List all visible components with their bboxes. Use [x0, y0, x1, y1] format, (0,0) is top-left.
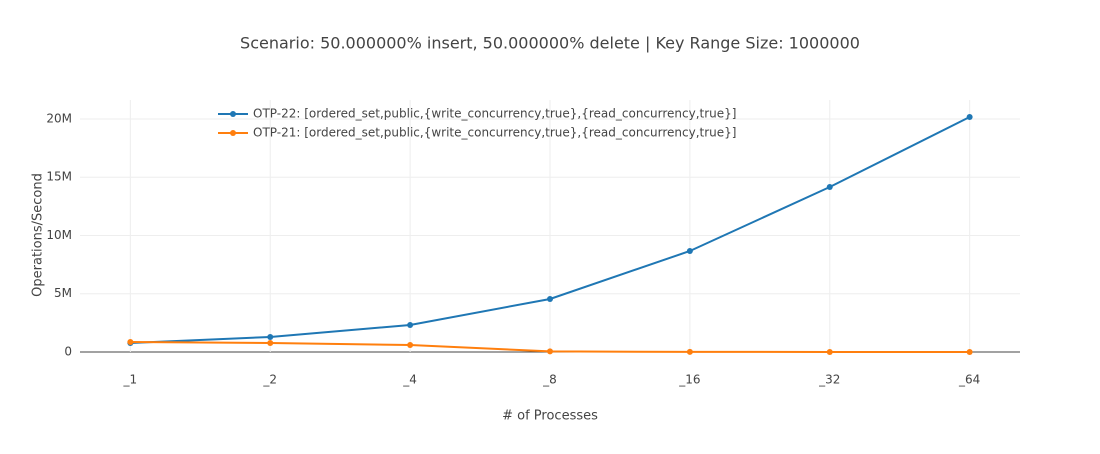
marker: [267, 333, 274, 340]
x-axis-label: # of Processes: [502, 409, 598, 424]
marker: [686, 348, 693, 355]
marker: [826, 184, 833, 191]
chart-title: Scenario: 50.000000% insert, 50.000000% …: [240, 34, 860, 53]
x-tick-label: _64: [958, 373, 980, 387]
marker: [686, 247, 693, 254]
marker: [966, 114, 973, 121]
marker: [547, 295, 553, 302]
y-tick-label: 5M: [54, 286, 72, 300]
legend-label: OTP-21: [ordered_set,public,{write_concu…: [253, 126, 736, 140]
x-tick-label: _32: [818, 373, 840, 387]
x-tick-label: _2: [262, 373, 277, 387]
legend-marker: [230, 111, 236, 117]
marker: [407, 321, 414, 328]
marker: [826, 348, 833, 355]
x-tick-label: _1: [123, 373, 138, 387]
x-tick-label: _16: [678, 373, 700, 387]
y-axis-label: Operations/Second: [31, 173, 46, 297]
legend-marker: [230, 130, 236, 136]
legend-label: OTP-22: [ordered_set,public,{write_concu…: [253, 107, 736, 121]
y-tick-label: 20M: [46, 111, 72, 125]
marker: [547, 348, 553, 355]
marker: [407, 342, 414, 349]
x-tick-label: _8: [542, 373, 557, 387]
y-tick-label: 15M: [46, 170, 72, 184]
marker: [127, 338, 134, 345]
x-tick-label: _4: [402, 373, 417, 387]
marker: [966, 348, 973, 355]
y-tick-label: 0: [64, 345, 72, 359]
marker: [267, 340, 274, 347]
y-tick-label: 10M: [46, 228, 72, 242]
